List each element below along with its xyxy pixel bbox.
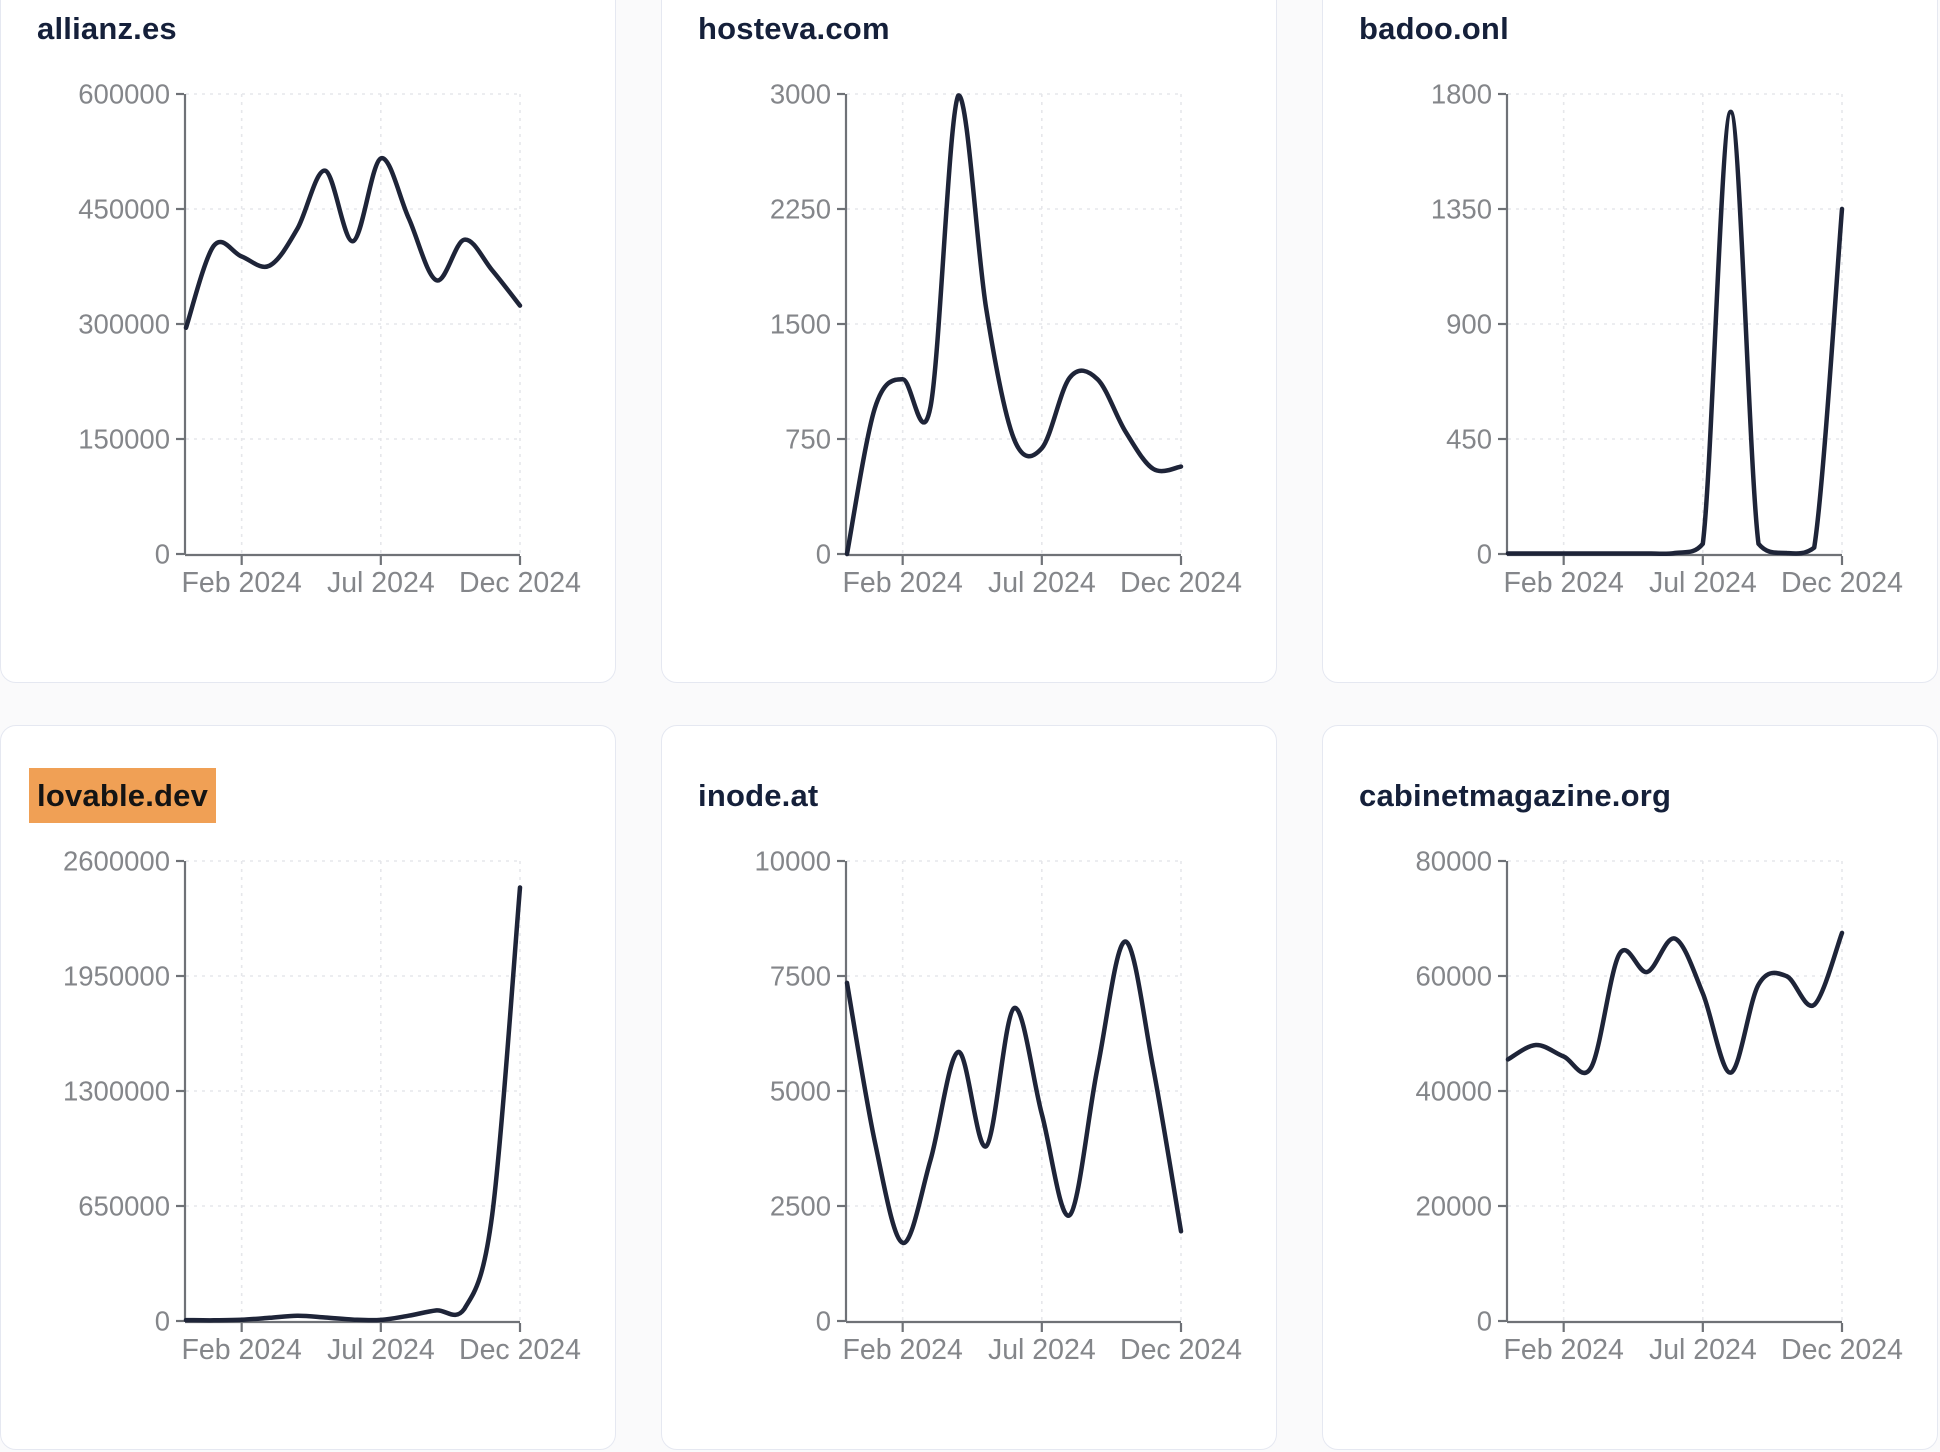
chart-title-text: hosteva.com — [698, 11, 890, 46]
y-tick-label: 1500 — [770, 309, 831, 340]
traffic-line-chart: 0 150000 300000 450000 600000 Feb 2024 Jul 202… — [78, 79, 581, 600]
y-tick-label: 20000 — [1416, 1191, 1492, 1222]
x-tick-label: Dec 2024 — [1120, 1334, 1242, 1366]
series-line — [183, 885, 523, 1323]
y-tick-label: 1350 — [1431, 194, 1492, 225]
y-tick-label: 2250 — [770, 194, 831, 225]
y-tick-label: 2500 — [770, 1191, 831, 1222]
x-tick-label: Feb 2024 — [1503, 1334, 1624, 1366]
x-tick-label: Jul 2024 — [1649, 567, 1757, 599]
y-tick-label: 0 — [155, 1306, 170, 1337]
chart-title: badoo.onl — [1359, 11, 1509, 47]
x-tick-label: Jul 2024 — [988, 1334, 1096, 1366]
chart-title: inode.at — [698, 778, 818, 814]
chart-title-text: inode.at — [698, 778, 819, 813]
x-tick-label: Feb 2024 — [181, 1334, 302, 1366]
traffic-line-chart: 0 2500 5000 7500 10000 Feb 2024 Jul 2024 Dec 20… — [755, 846, 1243, 1367]
x-tick-label: Dec 2024 — [1781, 1334, 1903, 1366]
x-tick-label: Jul 2024 — [988, 567, 1096, 599]
y-tick-label: 1950000 — [63, 961, 170, 992]
x-tick-label: Feb 2024 — [842, 1334, 963, 1366]
y-tick-label: 750 — [785, 424, 831, 455]
y-tick-label: 0 — [1477, 1306, 1492, 1337]
y-tick-label: 0 — [816, 539, 831, 570]
y-tick-label: 450000 — [78, 194, 170, 225]
y-tick-label: 300000 — [78, 309, 170, 340]
x-tick-label: Jul 2024 — [327, 1334, 435, 1366]
x-tick-label: Dec 2024 — [459, 567, 581, 599]
y-tick-label: 60000 — [1416, 961, 1492, 992]
y-tick-label: 450 — [1446, 424, 1492, 455]
x-tick-label: Feb 2024 — [842, 567, 963, 599]
chart-title: cabinetmagazine.org — [1359, 778, 1671, 814]
traffic-line-chart: 0 650000 1300000 1950000 2600000 Feb 2024 Jul … — [63, 846, 581, 1367]
series-line — [1505, 930, 1845, 1076]
x-tick-label: Dec 2024 — [1781, 567, 1903, 599]
x-tick-label: Feb 2024 — [181, 567, 302, 599]
series-line — [1505, 109, 1845, 557]
y-tick-label: 150000 — [78, 424, 170, 455]
x-tick-label: Jul 2024 — [327, 567, 435, 599]
y-tick-label: 900 — [1446, 309, 1492, 340]
chart-card-cabinetmagazine: cabinetmagazine.org 0 20000 40000 60000 8000… — [1322, 725, 1938, 1450]
y-tick-label: 5000 — [770, 1076, 831, 1107]
y-tick-label: 40000 — [1416, 1076, 1492, 1107]
series-line — [844, 939, 1184, 1246]
chart-title: hosteva.com — [698, 11, 890, 47]
y-tick-label: 7500 — [770, 961, 831, 992]
y-tick-label: 3000 — [770, 79, 831, 110]
chart-card-hosteva: hosteva.com 0 750 1500 2250 3000 Feb 2024 Jul … — [661, 0, 1277, 683]
y-tick-label: 0 — [816, 1306, 831, 1337]
y-tick-label: 650000 — [78, 1191, 170, 1222]
traffic-line-chart: 0 450 900 1350 1800 Feb 2024 Jul 2024 Dec 2024 — [1431, 79, 1903, 600]
y-tick-label: 600000 — [78, 79, 170, 110]
series-line — [844, 93, 1184, 557]
chart-title-text: badoo.onl — [1359, 11, 1509, 46]
chart-title-text: allianz.es — [37, 11, 177, 46]
x-tick-label: Dec 2024 — [459, 1334, 581, 1366]
chart-title-text-highlighted: lovable.dev — [29, 768, 217, 823]
series-line — [183, 156, 523, 331]
y-tick-label: 80000 — [1416, 846, 1492, 877]
traffic-line-chart: 0 750 1500 2250 3000 Feb 2024 Jul 2024 Dec 2024 — [770, 79, 1242, 600]
chart-card-badoo: badoo.onl 0 450 900 1350 1800 Feb 2024 Jul 202… — [1322, 0, 1938, 683]
chart-title: lovable.dev — [29, 768, 217, 823]
chart-card-allianz: allianz.es 0 150000 300000 450000 600000 Feb … — [0, 0, 616, 683]
y-tick-label: 1300000 — [63, 1076, 170, 1107]
x-tick-label: Dec 2024 — [1120, 567, 1242, 599]
x-tick-label: Feb 2024 — [1503, 567, 1624, 599]
y-tick-label: 1800 — [1431, 79, 1492, 110]
chart-card-inode: inode.at 0 2500 5000 7500 10000 Feb 2024 Jul 2… — [661, 725, 1277, 1450]
y-tick-label: 0 — [1477, 539, 1492, 570]
y-tick-label: 2600000 — [63, 846, 170, 877]
y-tick-label: 10000 — [755, 846, 831, 877]
traffic-line-chart: 0 20000 40000 60000 80000 Feb 2024 Jul 2024 Dec… — [1416, 846, 1904, 1367]
x-tick-label: Jul 2024 — [1649, 1334, 1757, 1366]
chart-title: allianz.es — [37, 11, 177, 47]
chart-title-text: cabinetmagazine.org — [1359, 778, 1672, 813]
chart-card-lovable: lovable.dev 0 650000 1300000 1950000 2600000… — [0, 725, 616, 1450]
y-tick-label: 0 — [155, 539, 170, 570]
